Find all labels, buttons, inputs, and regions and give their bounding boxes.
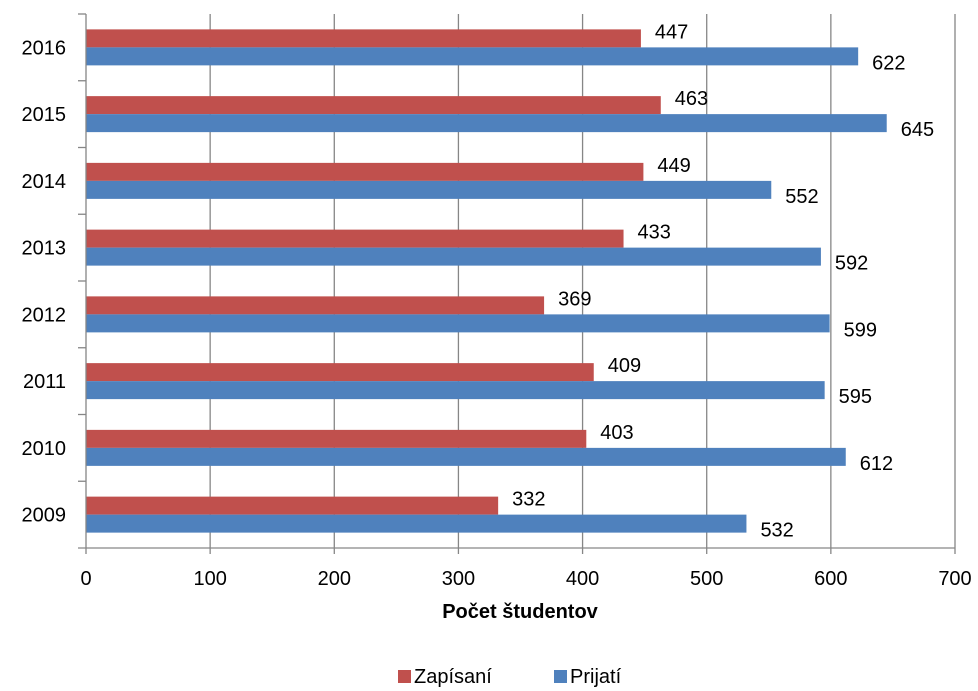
bar-zapisani (86, 29, 641, 48)
legend-label: Zapísaní (414, 666, 492, 688)
bar-prijati (86, 114, 887, 133)
data-label: 552 (785, 186, 818, 208)
gridlines (209, 14, 956, 548)
x-tick-label: 700 (938, 568, 971, 590)
data-label: 622 (872, 52, 905, 74)
y-tick-label: 2016 (22, 37, 67, 59)
y-tick-label: 2012 (22, 304, 67, 326)
y-tick-label: 2013 (22, 238, 67, 260)
x-tick-label: 500 (690, 568, 723, 590)
y-tick-label: 2011 (23, 371, 66, 393)
bar-prijati (86, 180, 772, 199)
bar-zapisani (86, 229, 624, 248)
x-axis-title: Počet študentov (442, 601, 598, 623)
data-label: 449 (657, 155, 690, 177)
legend: Zapísaní Prijatí (398, 666, 622, 688)
x-tick-label: 300 (442, 568, 475, 590)
data-label: 592 (835, 253, 868, 275)
bar-prijati (86, 247, 821, 266)
bar-zapisani (86, 96, 661, 115)
legend-swatch (398, 670, 411, 683)
x-tick-label: 100 (193, 568, 226, 590)
data-labels: 332 532 403 612 409 595 369 599 433 592 449 552 463 6… (512, 21, 934, 541)
legend-swatch (554, 670, 567, 683)
data-label: 369 (558, 288, 591, 310)
y-tick-label: 2014 (22, 171, 67, 193)
data-label: 532 (760, 520, 793, 542)
bar-prijati (86, 514, 747, 533)
bar-prijati (86, 47, 859, 66)
bars (86, 29, 887, 533)
data-label: 463 (675, 88, 708, 110)
x-tick-label: 200 (318, 568, 351, 590)
data-label: 595 (839, 386, 872, 408)
bar-zapisani (86, 363, 594, 382)
y-tick-label: 2015 (22, 104, 67, 126)
x-tick-label: 0 (80, 568, 91, 590)
bar-zapisani (86, 162, 644, 181)
tick-labels: 0 100 200 300 400 500 600 700 2009 2010 2011 2012 20… (22, 37, 972, 590)
x-tick-label: 400 (566, 568, 599, 590)
data-label: 403 (600, 422, 633, 444)
bar-zapisani (86, 296, 545, 315)
x-tick-label: 600 (814, 568, 847, 590)
bar-prijati (86, 314, 830, 333)
data-label: 433 (638, 222, 671, 244)
data-label: 447 (655, 21, 688, 43)
legend-label: Prijatí (570, 666, 622, 688)
data-label: 612 (860, 453, 893, 475)
data-label: 599 (844, 319, 877, 341)
bar-prijati (86, 447, 846, 466)
bar-prijati (86, 381, 825, 400)
y-tick-label: 2010 (22, 438, 67, 460)
data-label: 409 (608, 355, 641, 377)
bar-zapisani (86, 496, 499, 515)
axes (78, 13, 956, 554)
bar-zapisani (86, 429, 587, 448)
y-tick-label: 2009 (22, 505, 67, 527)
data-label: 645 (901, 119, 934, 141)
data-label: 332 (512, 489, 545, 511)
